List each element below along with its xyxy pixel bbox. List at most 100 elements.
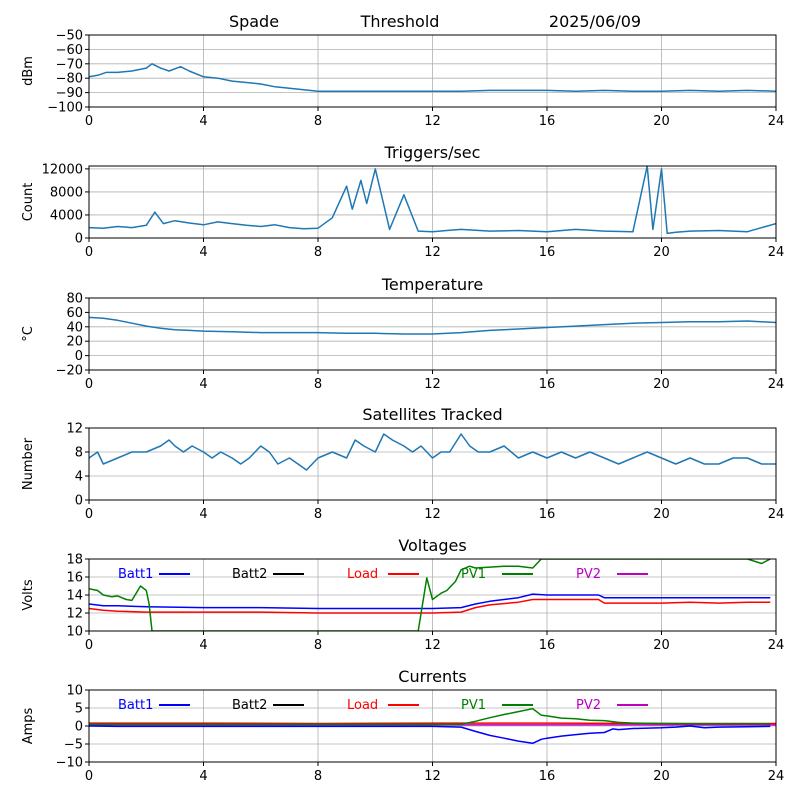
y-tick-label: 20 (66, 335, 83, 350)
y-tick-label: 80 (66, 292, 83, 307)
x-tick-label: 4 (199, 114, 207, 129)
x-tick-label: 4 (199, 507, 207, 522)
y-tick-label: 8000 (50, 185, 83, 200)
x-tick-label: 20 (653, 769, 670, 784)
series-line (89, 316, 776, 335)
series-line-batt1 (89, 593, 771, 610)
y-tick-label: 16 (66, 571, 83, 586)
legend-label: PV2 (576, 567, 601, 582)
y-tick-label: 0 (75, 349, 83, 364)
x-tick-label: 8 (314, 377, 322, 392)
x-tick-label: 12 (424, 377, 441, 392)
x-tick-label: 8 (314, 638, 322, 653)
x-tick-label: 0 (85, 769, 93, 784)
x-tick-label: 8 (314, 114, 322, 129)
chart-satellites: 0 4 8 12 16 20 24 0 4 8 12 Number Satellites Tracked (21, 405, 784, 522)
series-line-load (89, 598, 771, 614)
x-tick-label: 0 (85, 507, 93, 522)
x-tick-label: 4 (199, 638, 207, 653)
series-line (89, 166, 776, 235)
x-tick-label: 16 (539, 377, 556, 392)
y-tick-label: −70 (56, 57, 83, 72)
y-tick-label: 12 (66, 422, 83, 437)
legend-label: Load (347, 698, 378, 713)
chart-title: Voltages (398, 536, 466, 555)
x-tick-label: 24 (768, 245, 785, 260)
y-tick-label: 4000 (50, 208, 83, 223)
x-tick-label: 8 (314, 769, 322, 784)
y-axis-label: dBm (21, 56, 36, 86)
series-line-pv1 (89, 707, 771, 725)
x-tick-label: 20 (653, 114, 670, 129)
header-date: 2025/06/09 (549, 12, 641, 31)
x-tick-label: 20 (653, 377, 670, 392)
x-tick-label: 20 (653, 638, 670, 653)
header-mode: Threshold (360, 12, 440, 31)
legend-label: Load (347, 567, 378, 582)
x-tick-label: 20 (653, 245, 670, 260)
x-tick-label: 12 (424, 114, 441, 129)
y-tick-label: 12000 (42, 162, 83, 177)
x-tick-label: 24 (768, 114, 785, 129)
y-tick-label: 10 (66, 684, 83, 699)
x-tick-label: 12 (424, 638, 441, 653)
series-line (89, 433, 776, 471)
x-tick-label: 0 (85, 114, 93, 129)
y-tick-label: −5 (64, 738, 83, 753)
y-axis-label: °C (21, 326, 36, 342)
y-tick-label: 60 (66, 306, 83, 321)
x-tick-label: 0 (85, 245, 93, 260)
x-tick-label: 16 (539, 245, 556, 260)
y-tick-label: 5 (75, 702, 83, 717)
x-tick-label: 24 (768, 507, 785, 522)
x-tick-label: 12 (424, 507, 441, 522)
y-tick-label: −20 (56, 364, 83, 379)
y-tick-label: 0 (75, 232, 83, 247)
legend-label: PV2 (576, 698, 601, 713)
chart-voltages: 0 4 8 12 16 20 24 10 12 14 16 18 Volts Voltages Batt1 B… (21, 536, 784, 653)
x-tick-label: 24 (768, 769, 785, 784)
x-tick-label: 16 (539, 507, 556, 522)
chart-triggers: 0 4 8 12 16 20 24 0 4000 8000 12000 Count Triggers/s… (21, 143, 784, 260)
x-tick-label: 8 (314, 245, 322, 260)
y-tick-label: −50 (56, 29, 83, 44)
x-tick-label: 0 (85, 638, 93, 653)
x-tick-label: 0 (85, 377, 93, 392)
x-tick-label: 16 (539, 114, 556, 129)
y-axis-label: Amps (21, 707, 36, 744)
chart-title: Temperature (381, 275, 483, 294)
y-tick-label: −100 (47, 101, 83, 116)
y-tick-label: −10 (56, 756, 83, 771)
y-tick-label: 0 (75, 720, 83, 735)
legend-label: Batt1 (118, 567, 153, 582)
y-axis-label: Count (21, 183, 36, 222)
series-line-pv1 (89, 559, 771, 631)
x-tick-label: 4 (199, 245, 207, 260)
x-tick-label: 24 (768, 377, 785, 392)
chart-title: Satellites Tracked (362, 405, 502, 424)
legend-label: Batt2 (232, 567, 267, 582)
chart-signal: 0 4 8 12 16 20 24 −100−90−80−70−60−50 dBm (21, 29, 784, 130)
legend-label: Batt2 (232, 698, 267, 713)
y-tick-label: 8 (75, 446, 83, 461)
y-tick-label: 4 (75, 470, 83, 485)
x-tick-label: 16 (539, 769, 556, 784)
chart-currents: 0 4 8 12 16 20 24 −10 −5 0 5 10 Amps Currents Batt1 Bat… (21, 667, 784, 784)
y-tick-label: 14 (66, 589, 83, 604)
legend-label: Batt1 (118, 698, 153, 713)
y-tick-label: 18 (66, 553, 83, 568)
x-tick-label: 24 (768, 638, 785, 653)
x-tick-label: 12 (424, 769, 441, 784)
x-tick-label: 12 (424, 245, 441, 260)
y-tick-label: 40 (66, 320, 83, 335)
y-tick-label: −80 (56, 72, 83, 87)
x-tick-label: 4 (199, 377, 207, 392)
legend-label: PV1 (461, 567, 486, 582)
y-tick-label: 10 (66, 625, 83, 640)
series-line-batt1 (89, 725, 771, 745)
y-tick-label: 12 (66, 607, 83, 622)
x-tick-label: 4 (199, 769, 207, 784)
x-tick-label: 16 (539, 638, 556, 653)
